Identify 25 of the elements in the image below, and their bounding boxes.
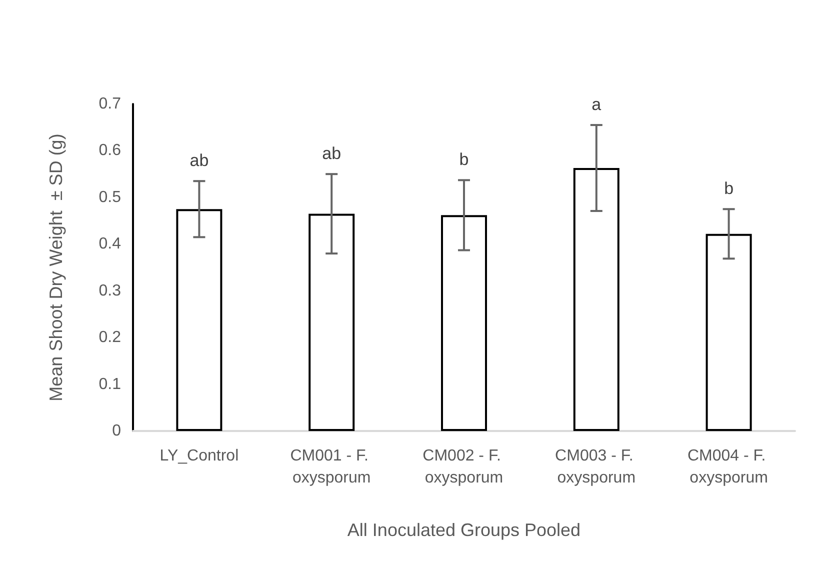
y-axis-title: Mean Shoot Dry Weight ± SD (g) [46, 134, 66, 402]
y-tick-label: 0.7 [98, 96, 122, 112]
y-tick-label: 0.5 [98, 188, 122, 206]
x-axis-title: All Inoculated Groups Pooled [347, 520, 581, 540]
bar [441, 215, 487, 431]
x-tick-label: CM001 - F. oxysporum [290, 448, 373, 486]
annotation: b [724, 179, 734, 198]
annotation: ab [322, 144, 342, 164]
y-tick-label: 0.3 [98, 282, 122, 300]
bar [706, 234, 752, 431]
y-tick-label: 0.4 [98, 236, 122, 253]
y-tick-label: 0 [112, 422, 122, 440]
annotation: b [459, 150, 469, 170]
x-tick-label: CM002 - F. oxysporum [422, 448, 506, 486]
x-tick-label: CM004 - F. oxysporum [687, 448, 770, 486]
y-tick-label: 0.6 [98, 142, 122, 160]
y-tick-label: 0.1 [98, 376, 122, 393]
bar [308, 214, 355, 431]
bar [573, 168, 620, 431]
annotation: a [592, 95, 602, 114]
x-tick-label: LY_Control [160, 448, 239, 464]
x-tick-label: CM003 - F. oxysporum [555, 448, 638, 486]
bar [176, 209, 222, 431]
y-tick-label: 0.2 [98, 329, 122, 346]
annotation: ab [190, 151, 209, 170]
